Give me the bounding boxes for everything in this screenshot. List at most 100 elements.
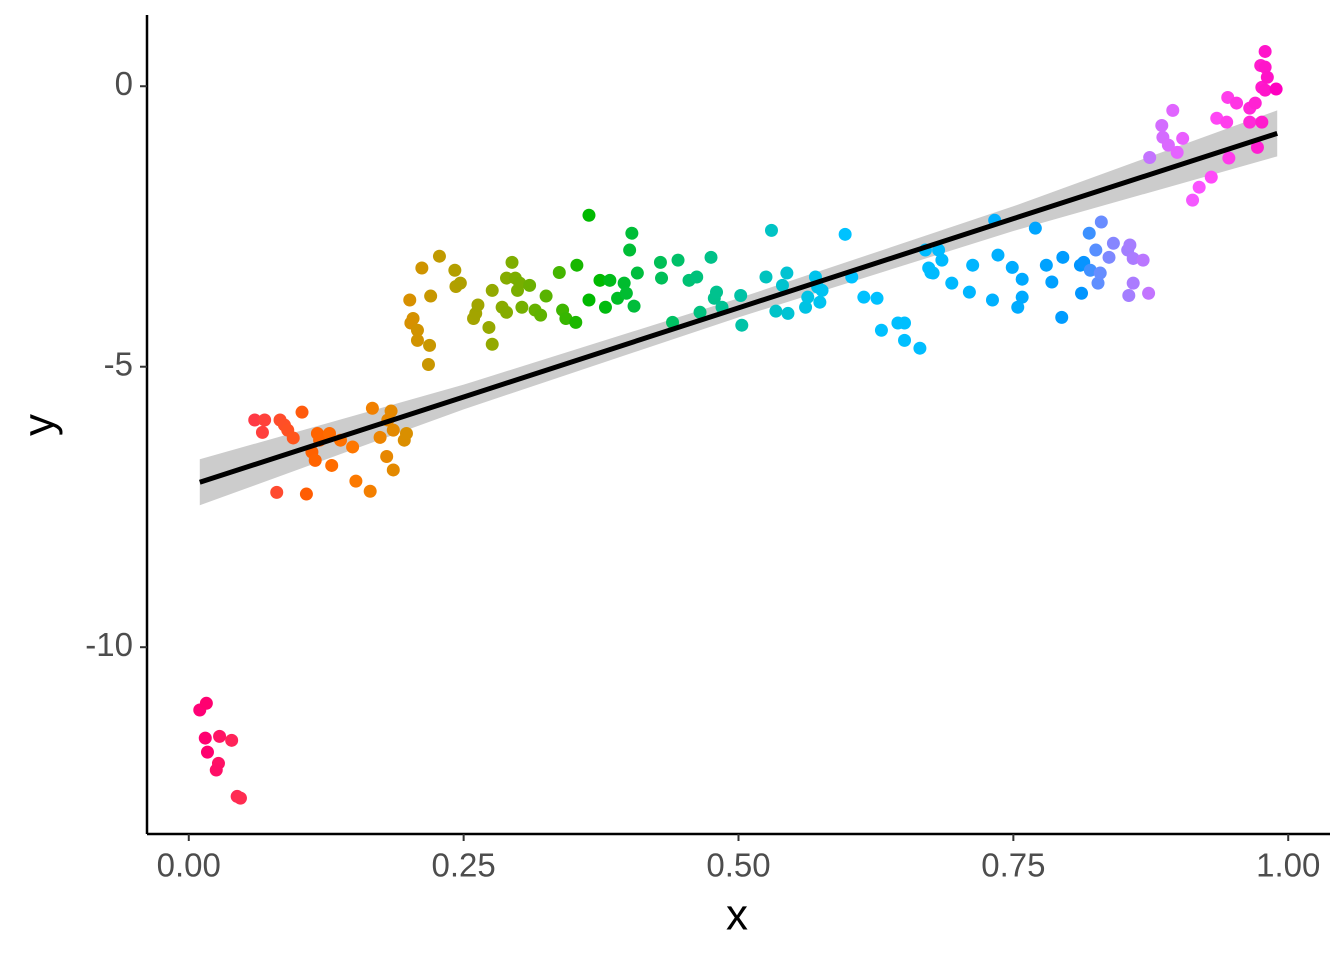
point: [935, 253, 949, 267]
point: [598, 300, 612, 314]
point: [913, 341, 927, 355]
point: [1089, 243, 1103, 257]
point: [299, 487, 313, 501]
point: [801, 290, 815, 304]
point: [1075, 286, 1089, 300]
point: [693, 305, 707, 319]
y-tick-label: 0: [115, 65, 133, 102]
point: [1083, 263, 1097, 277]
point: [258, 413, 272, 427]
point: [1102, 250, 1116, 264]
y-tick-label: -10: [85, 626, 133, 663]
point: [1161, 138, 1175, 152]
point: [270, 485, 284, 499]
point: [945, 276, 959, 290]
point: [365, 401, 379, 415]
point: [225, 733, 239, 747]
point: [1039, 258, 1053, 272]
point: [1260, 70, 1274, 84]
point: [593, 273, 607, 287]
point: [500, 305, 514, 319]
point: [559, 311, 573, 325]
fit-line: [199, 130, 1278, 485]
point: [209, 763, 223, 777]
point: [769, 304, 783, 318]
point: [570, 258, 584, 272]
point: [874, 323, 888, 337]
point: [485, 337, 499, 351]
point: [410, 323, 424, 337]
point: [286, 431, 300, 445]
point: [625, 226, 639, 240]
point: [1056, 250, 1070, 264]
point: [775, 278, 789, 292]
point: [1166, 103, 1180, 117]
y-tick-label: -5: [104, 345, 133, 382]
point: [515, 300, 529, 314]
point: [471, 298, 485, 312]
point: [1170, 145, 1184, 159]
point: [735, 318, 749, 332]
point: [421, 357, 435, 371]
point: [1176, 131, 1190, 145]
point: [1255, 115, 1269, 129]
point: [781, 306, 795, 320]
point: [403, 293, 417, 307]
x-tick-label: 1.00: [1256, 847, 1320, 884]
point: [1258, 44, 1272, 58]
point: [623, 243, 637, 257]
point: [764, 223, 778, 237]
point: [962, 285, 976, 299]
point: [1082, 226, 1096, 240]
point: [424, 289, 438, 303]
point: [1126, 251, 1140, 265]
point: [453, 276, 467, 290]
point: [295, 405, 309, 419]
point: [932, 243, 946, 257]
point: [539, 289, 553, 303]
point: [630, 266, 644, 280]
point: [780, 266, 794, 280]
point: [1005, 260, 1019, 274]
point: [363, 484, 377, 498]
point: [1136, 253, 1150, 267]
point: [582, 208, 596, 222]
point: [448, 263, 462, 277]
point: [198, 731, 212, 745]
point: [1122, 288, 1136, 302]
point: [653, 255, 667, 269]
point: [671, 253, 685, 267]
point: [1210, 111, 1224, 125]
point: [1106, 236, 1120, 250]
point: [870, 291, 884, 305]
point: [1045, 275, 1059, 289]
x-tick-label: 0.75: [981, 847, 1045, 884]
point: [432, 249, 446, 263]
point: [308, 453, 322, 467]
point: [569, 315, 583, 329]
point: [690, 270, 704, 284]
point: [734, 288, 748, 302]
point: [655, 271, 669, 285]
point: [1250, 140, 1264, 154]
point: [627, 299, 641, 313]
point: [415, 261, 429, 275]
point: [248, 413, 262, 427]
point: [1055, 310, 1069, 324]
point: [1143, 150, 1157, 164]
point: [1243, 115, 1257, 129]
point: [813, 295, 827, 309]
point: [857, 290, 871, 304]
point: [552, 265, 566, 279]
point: [1015, 290, 1029, 304]
x-tick-label: 0.50: [706, 847, 770, 884]
point: [1186, 193, 1200, 207]
y-axis-title: y: [15, 414, 64, 436]
point: [485, 283, 499, 297]
point: [233, 791, 247, 805]
point: [399, 426, 413, 440]
point: [1094, 215, 1108, 229]
point: [482, 320, 496, 334]
point: [199, 696, 213, 710]
